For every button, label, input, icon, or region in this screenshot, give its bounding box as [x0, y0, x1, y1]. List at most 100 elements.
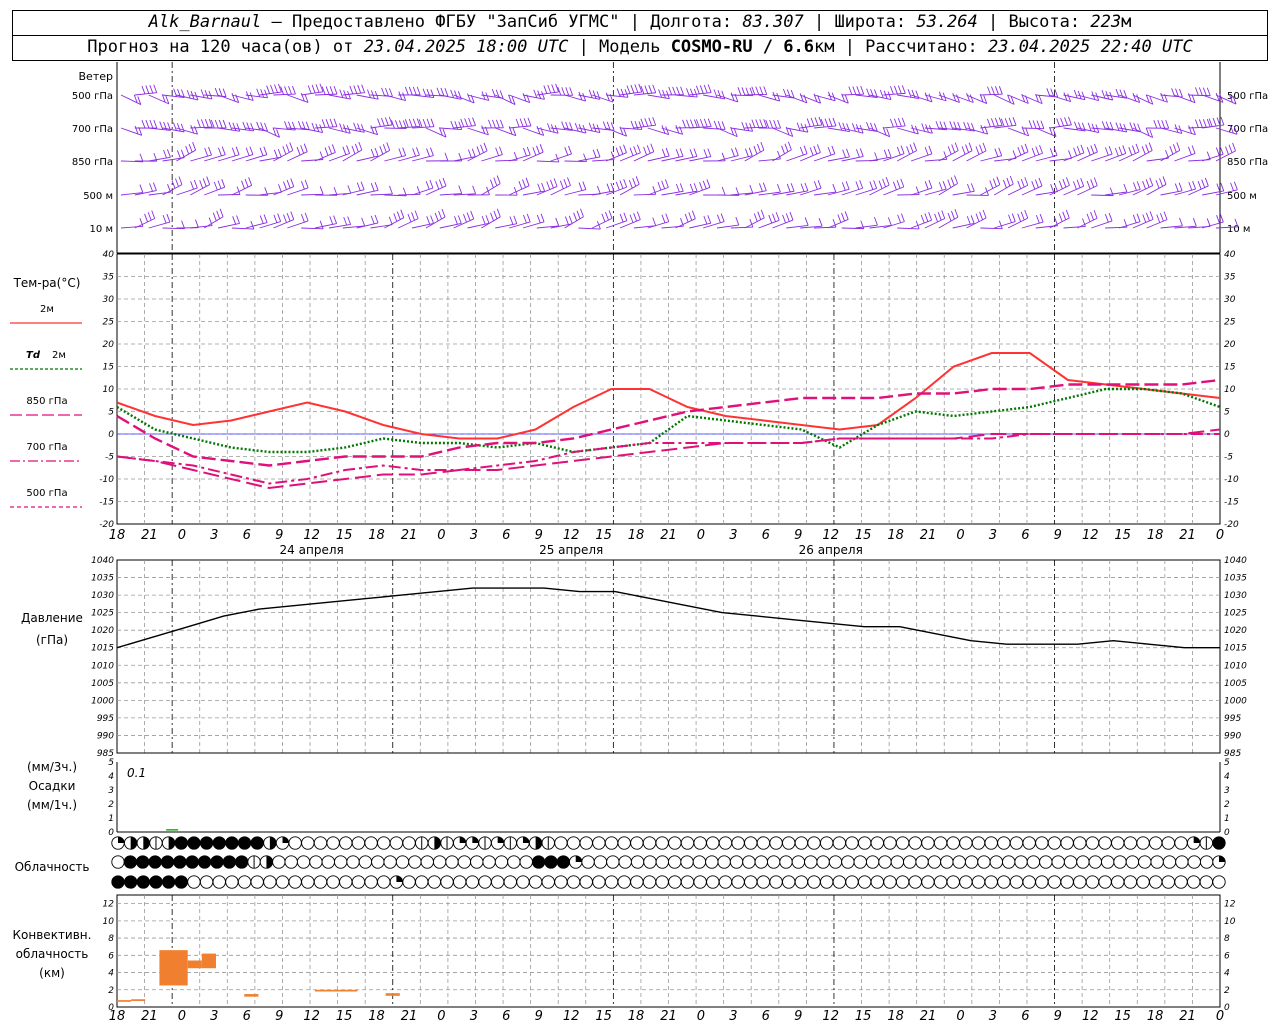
- wind-barb-flag: [1149, 129, 1154, 138]
- conv-xtick: 21: [401, 1009, 418, 1024]
- cloud-cover-quarter: [118, 836, 125, 843]
- forecast-info-row: Прогноз на 120 часа(ов) от 23.04.2025 18…: [12, 35, 1268, 61]
- wind-barb-flag: [1067, 93, 1072, 102]
- wind-barb-shaft: [204, 186, 225, 196]
- wind-barb-flag: [284, 121, 288, 130]
- wind-barb-flag: [938, 182, 943, 191]
- wind-barb-shaft: [481, 94, 504, 99]
- wind-barb-shaft: [231, 184, 252, 196]
- cloud-cover-symbol: [263, 875, 277, 889]
- wind-barb-flag: [412, 148, 417, 157]
- wind-barb-flag: [749, 184, 754, 194]
- wind-level-label-left: 700 гПа: [72, 124, 113, 135]
- temp-xtick: 15: [855, 528, 872, 543]
- wind-barb-flag: [190, 181, 194, 190]
- wind-barb-flag: [1081, 91, 1086, 100]
- wind-barb-flag: [576, 210, 581, 219]
- cloud-cover-symbol: [617, 875, 631, 889]
- wind-barb-flag: [954, 208, 959, 218]
- wind-barb-flag: [396, 211, 401, 220]
- wind-barb-flag: [204, 147, 209, 157]
- wind-barb-flag: [713, 89, 718, 98]
- wind-barb-flag: [928, 125, 933, 134]
- wind-barb-shaft: [1021, 152, 1043, 162]
- wind-barb-flag: [242, 121, 247, 131]
- wind-barb-shaft: [508, 154, 531, 162]
- wind-barb-shaft: [1215, 150, 1236, 162]
- wind-barb-flag: [831, 145, 836, 155]
- conv-ytick-right: 12: [1224, 900, 1236, 910]
- wind-barb-shaft: [411, 223, 434, 229]
- wind-barb-flag: [553, 178, 558, 187]
- wind-barb-shaft: [619, 183, 640, 196]
- conv-cloud-bar: [314, 989, 358, 992]
- wind-barb-shaft: [813, 125, 836, 129]
- wind-barb-shaft: [772, 127, 793, 137]
- wind-barb-flag: [547, 84, 552, 94]
- wind-barb-flag: [467, 93, 471, 102]
- wind-barb-flag: [1095, 92, 1100, 101]
- cloud-cover-symbol: [415, 875, 429, 889]
- press-ytick-left: 1040: [91, 556, 114, 566]
- wind-barb-flag: [733, 128, 738, 137]
- wind-barb-flag: [264, 89, 268, 98]
- wind-barb-flag: [1073, 147, 1078, 156]
- press-ytick-right: 990: [1224, 731, 1241, 741]
- wind-barb-flag: [789, 128, 794, 137]
- wind-barb-flag: [249, 146, 254, 155]
- wind-barb-shaft: [661, 155, 684, 162]
- wind-barb-flag: [883, 149, 888, 158]
- press-ytick-right: 995: [1224, 714, 1241, 724]
- wind-barb-shaft: [633, 124, 656, 129]
- cloud-cover-symbol: [604, 875, 619, 889]
- wind-barb-flag: [626, 85, 631, 94]
- press-ytick-left: 1025: [91, 609, 114, 619]
- cloud-cover-symbol: [1047, 875, 1062, 889]
- cloud-cover-symbol: [642, 836, 657, 850]
- wind-barb-flag: [744, 148, 749, 157]
- wind-barb-shaft: [883, 92, 906, 96]
- cloud-cover-symbol: [754, 855, 768, 869]
- wind-barb-flag: [208, 90, 213, 100]
- wind-barb-flag: [434, 212, 439, 222]
- wind-barb-flag: [438, 179, 443, 188]
- wind-barb-flag: [1054, 217, 1059, 226]
- wind-barb-shaft: [952, 190, 975, 196]
- wind-barb-shaft: [897, 127, 919, 135]
- conv-xtick: 6: [1021, 1009, 1029, 1024]
- wind-barb-flag: [264, 122, 268, 132]
- wind-barb-shaft: [1132, 150, 1153, 162]
- wind-barb-flag: [789, 211, 794, 221]
- wind-barb-flag: [986, 118, 991, 128]
- wind-barb-flag: [1008, 214, 1012, 223]
- wind-barb-shaft: [786, 127, 809, 133]
- cloud-cover-symbol: [946, 836, 960, 850]
- temp-xtick: 15: [1114, 528, 1131, 543]
- cloud-cover-symbol: [940, 855, 954, 869]
- temp-xtick: 6: [1021, 528, 1029, 543]
- wind-barb-flag: [526, 94, 531, 103]
- wind-barb-flag: [173, 122, 177, 131]
- cloud-cover-symbol: [263, 836, 277, 850]
- wind-barb-flag: [817, 95, 822, 104]
- wind-barb-flag: [1155, 180, 1160, 189]
- wind-barb-flag: [920, 214, 925, 224]
- longitude-value: 83.307: [742, 12, 804, 32]
- wind-barb-shaft: [564, 216, 584, 229]
- wind-barb-flag: [231, 147, 236, 157]
- wind-barb-flag: [809, 147, 814, 156]
- cloud-cover-symbol: [160, 855, 175, 869]
- wind-barb-flag: [828, 91, 832, 100]
- wind-barb-flag: [153, 84, 158, 93]
- wind-barb-flag: [149, 119, 154, 129]
- wind-barb-flag: [640, 85, 645, 95]
- cloud-cover-symbol: [933, 875, 948, 889]
- wind-barb-flag: [632, 178, 637, 187]
- wind-barb-flag: [818, 218, 823, 227]
- cloud-cover-symbol: [284, 855, 298, 869]
- wind-barb-flag: [370, 183, 375, 192]
- wind-barb-shaft: [1118, 188, 1141, 196]
- wind-barb-flag: [947, 146, 952, 155]
- wind-barb-flag: [596, 185, 601, 195]
- wind-title: Ветер: [79, 70, 113, 83]
